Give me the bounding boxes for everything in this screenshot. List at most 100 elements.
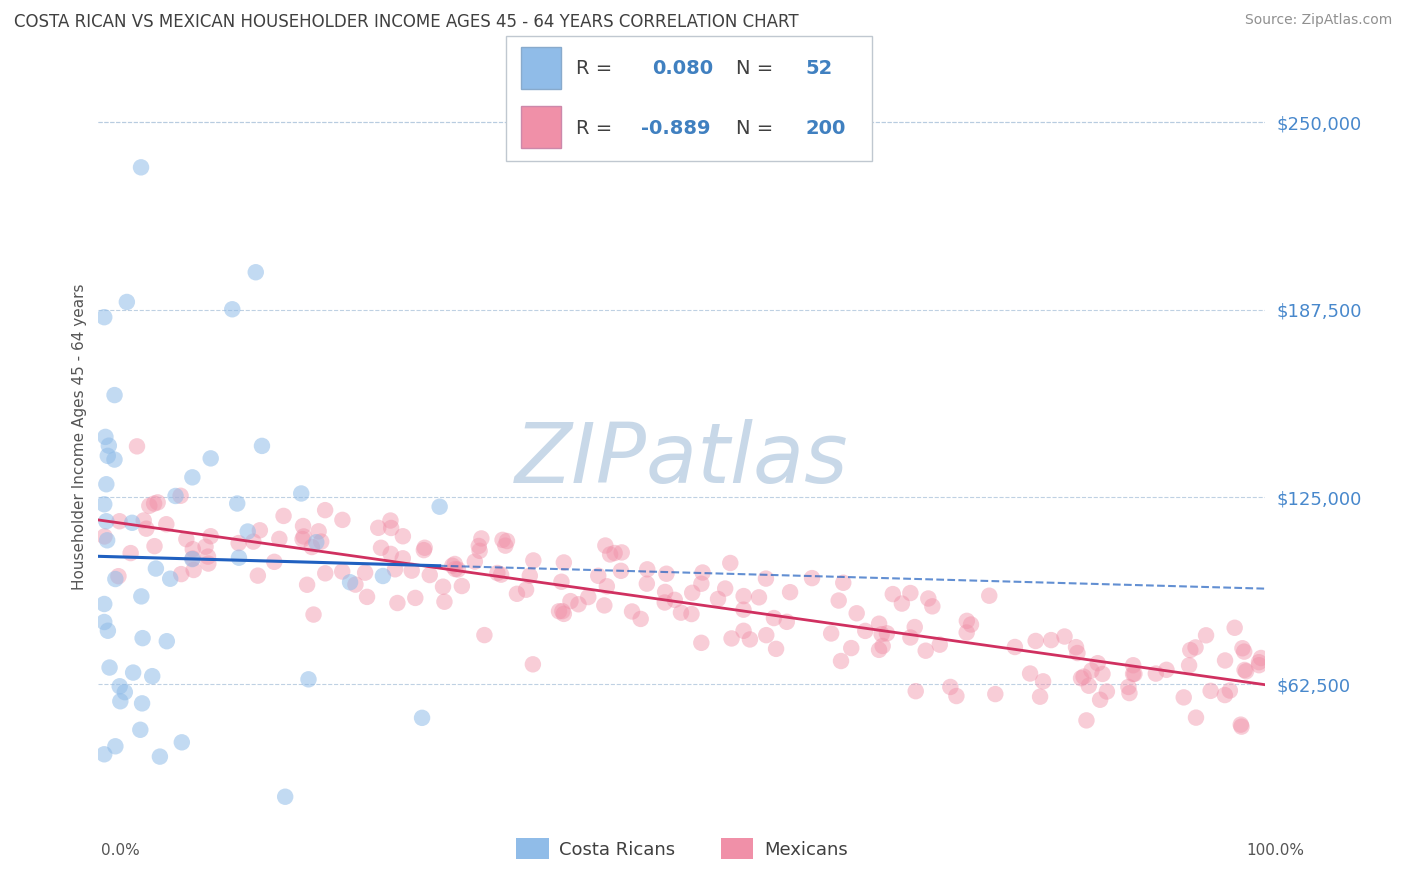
- Point: [1213, 688, 1236, 702]
- Point: [599, 548, 621, 562]
- Point: [733, 624, 755, 638]
- Point: [98, 660, 121, 674]
- Point: [733, 589, 755, 603]
- Point: [1213, 653, 1236, 667]
- Point: [93, 497, 115, 511]
- Point: [404, 591, 426, 605]
- Point: [411, 711, 433, 725]
- Point: [636, 562, 658, 576]
- Point: [610, 545, 633, 559]
- Point: [748, 591, 770, 605]
- Point: [93, 615, 115, 629]
- Point: [882, 587, 904, 601]
- Point: [146, 495, 169, 509]
- Point: [290, 486, 312, 500]
- Point: [228, 550, 250, 565]
- Point: [1080, 664, 1102, 678]
- Point: [96, 514, 118, 528]
- Point: [1233, 663, 1256, 677]
- Point: [176, 532, 198, 546]
- Point: [828, 593, 851, 607]
- Point: [433, 595, 456, 609]
- Point: [1178, 658, 1201, 673]
- Point: [900, 631, 922, 645]
- Point: [669, 606, 692, 620]
- Point: [93, 597, 115, 611]
- Point: [1088, 692, 1111, 706]
- Point: [392, 529, 415, 543]
- Point: [103, 452, 125, 467]
- Point: [1122, 667, 1144, 681]
- Point: [200, 529, 222, 543]
- Point: [330, 565, 353, 579]
- Point: [129, 723, 152, 737]
- Text: ZIPatlas: ZIPatlas: [515, 419, 849, 500]
- Point: [249, 524, 271, 538]
- Point: [515, 582, 537, 597]
- Point: [1040, 633, 1063, 648]
- Point: [960, 617, 983, 632]
- Point: [593, 599, 616, 613]
- Point: [432, 580, 454, 594]
- Point: [714, 582, 737, 596]
- Point: [250, 439, 273, 453]
- Point: [1250, 651, 1272, 665]
- Point: [413, 541, 436, 555]
- Point: [1118, 680, 1140, 694]
- Point: [820, 626, 842, 640]
- Point: [194, 540, 217, 554]
- Text: R =: R =: [575, 119, 612, 137]
- Point: [1066, 646, 1088, 660]
- Point: [236, 524, 259, 539]
- Point: [596, 579, 619, 593]
- Point: [588, 569, 610, 583]
- Point: [621, 605, 644, 619]
- Point: [96, 477, 118, 491]
- Point: [170, 567, 193, 582]
- Point: [228, 536, 250, 550]
- Point: [904, 620, 927, 634]
- Point: [1076, 714, 1098, 728]
- Point: [567, 597, 589, 611]
- Point: [560, 594, 582, 608]
- Point: [956, 614, 979, 628]
- Text: R =: R =: [575, 59, 612, 78]
- Point: [522, 553, 544, 567]
- Point: [143, 539, 166, 553]
- Point: [131, 590, 153, 604]
- Point: [197, 549, 219, 564]
- Point: [149, 749, 172, 764]
- Point: [1247, 658, 1270, 673]
- Point: [928, 638, 950, 652]
- Point: [832, 575, 855, 590]
- Point: [984, 687, 1007, 701]
- Point: [830, 654, 852, 668]
- Point: [387, 596, 409, 610]
- Point: [108, 514, 131, 528]
- Point: [610, 564, 633, 578]
- Point: [921, 599, 943, 614]
- Point: [1118, 686, 1140, 700]
- Point: [720, 632, 742, 646]
- Point: [93, 310, 115, 325]
- Point: [1184, 640, 1206, 655]
- Point: [120, 546, 142, 560]
- Point: [181, 542, 204, 557]
- Point: [550, 574, 572, 589]
- Point: [853, 624, 876, 638]
- Point: [464, 555, 486, 569]
- Point: [443, 557, 465, 571]
- Point: [114, 685, 136, 699]
- Point: [447, 562, 470, 576]
- Point: [295, 578, 318, 592]
- Point: [391, 551, 413, 566]
- Point: [1019, 666, 1042, 681]
- Point: [200, 451, 222, 466]
- Point: [429, 500, 451, 514]
- Point: [776, 615, 799, 629]
- Point: [380, 547, 402, 561]
- Point: [603, 546, 626, 560]
- Point: [401, 564, 423, 578]
- Point: [718, 556, 741, 570]
- Text: COSTA RICAN VS MEXICAN HOUSEHOLDER INCOME AGES 45 - 64 YEARS CORRELATION CHART: COSTA RICAN VS MEXICAN HOUSEHOLDER INCOM…: [14, 13, 799, 31]
